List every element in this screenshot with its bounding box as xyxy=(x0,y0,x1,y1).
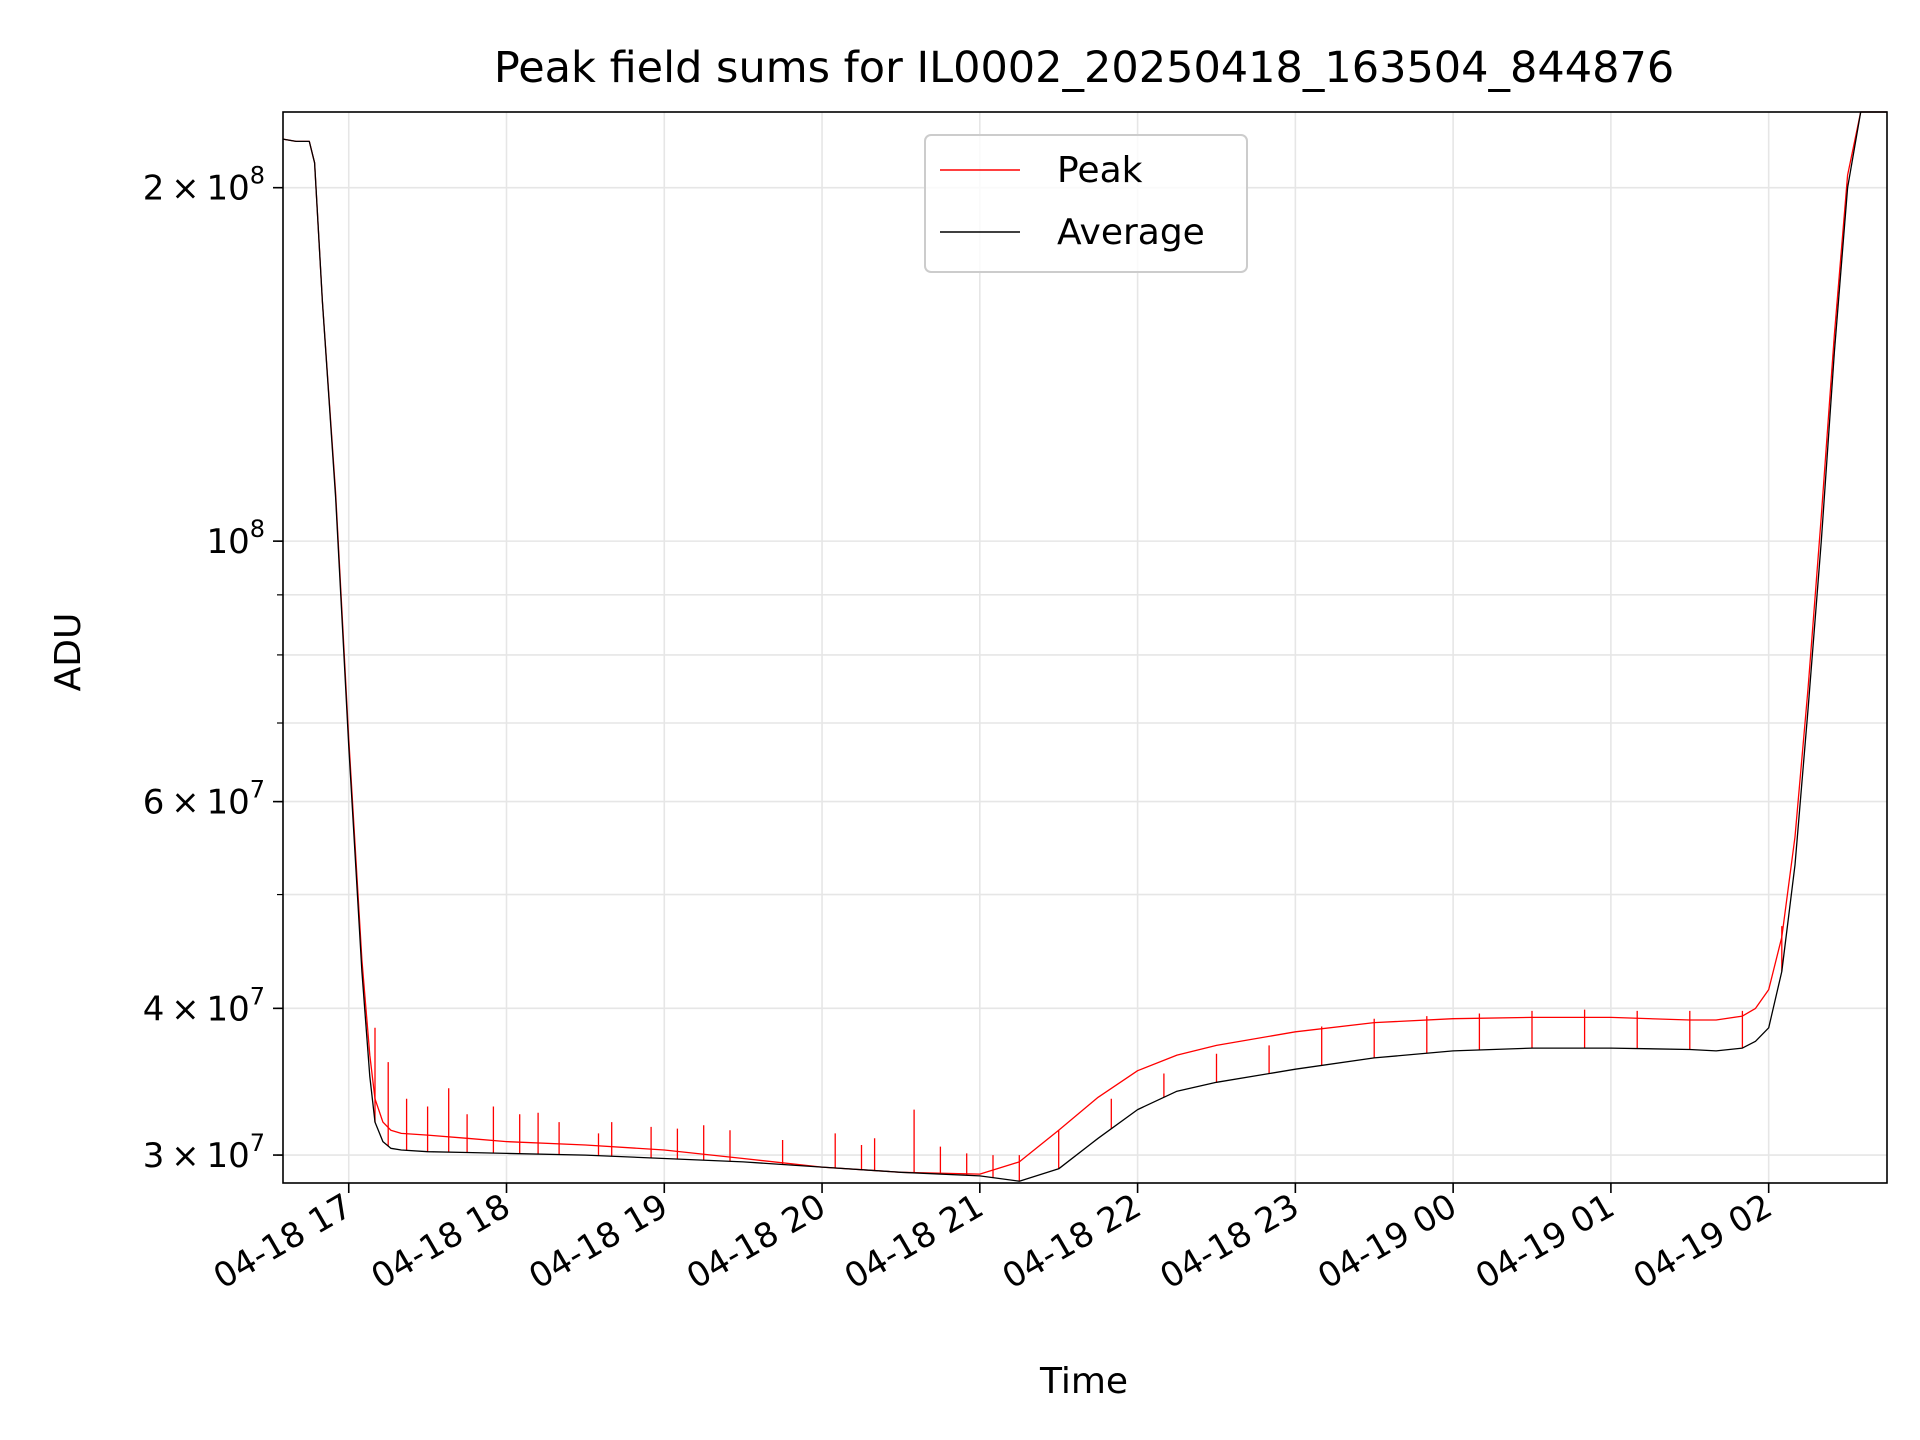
chart-title: Peak field sums for IL0002_20250418_1635… xyxy=(494,43,1674,93)
y-axis: 3 × 107 4 × 107 6 × 107 108 2 × 108 xyxy=(143,162,283,1176)
peak-spikes xyxy=(374,926,1783,1182)
x-axis-label: Time xyxy=(1039,1361,1128,1402)
x-tick-label: 04-18 17 xyxy=(207,1186,359,1297)
x-tick-label: 04-18 19 xyxy=(522,1186,674,1297)
x-tick-label: 04-18 21 xyxy=(838,1186,990,1297)
legend: Peak Average xyxy=(924,134,1248,273)
series-layer xyxy=(282,111,1887,1182)
legend-label-average: Average xyxy=(1057,212,1205,253)
y-tick-label: 2 × 108 xyxy=(143,162,265,209)
y-tick-label: 6 × 107 xyxy=(143,776,265,823)
x-tick-label: 04-18 23 xyxy=(1153,1186,1305,1297)
plot-frame xyxy=(282,111,1888,1184)
x-tick-label: 04-19 01 xyxy=(1469,1186,1621,1297)
x-axis: 04-18 17 04-18 18 04-18 19 04-18 20 04-18 21… xyxy=(207,1183,1779,1297)
y-tick-label: 108 xyxy=(206,515,265,562)
series-line-peak xyxy=(282,111,1887,1175)
series-line-average xyxy=(282,111,1887,1182)
y-axis-label: ADU xyxy=(48,613,89,692)
grid-lines xyxy=(283,112,1887,1183)
x-tick-label: 04-18 22 xyxy=(996,1186,1148,1297)
y-tick-label: 4 × 107 xyxy=(143,982,265,1029)
x-tick-label: 04-19 00 xyxy=(1311,1186,1463,1297)
x-tick-label: 04-18 20 xyxy=(680,1186,832,1297)
legend-label-peak: Peak xyxy=(1057,150,1143,191)
x-tick-label: 04-18 18 xyxy=(365,1186,517,1297)
y-tick-label: 3 × 107 xyxy=(143,1129,265,1176)
x-tick-label: 04-19 02 xyxy=(1627,1186,1779,1297)
